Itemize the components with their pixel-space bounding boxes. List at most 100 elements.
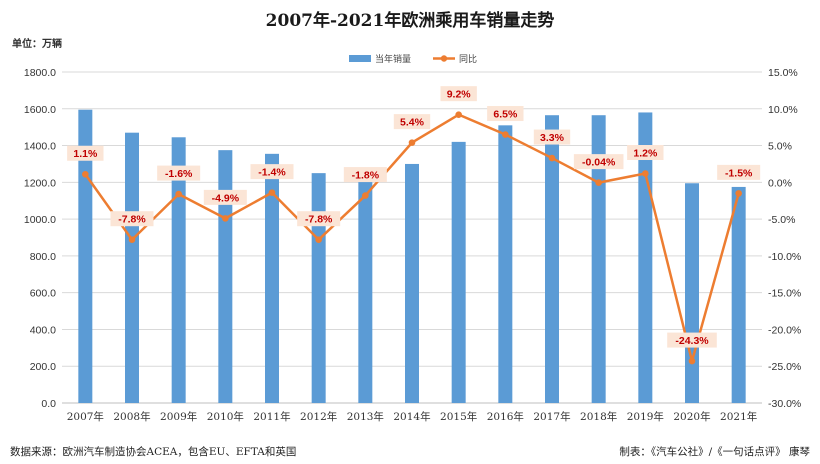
legend-label-yoy: 同比 — [459, 53, 477, 65]
line-point — [455, 111, 462, 118]
x-tick-label: 2008年 — [113, 410, 150, 423]
data-label: -1.6% — [165, 168, 193, 180]
data-label-box — [573, 154, 624, 170]
data-label: -7.8% — [118, 214, 146, 226]
data-label-box — [627, 145, 664, 161]
data-label-box — [667, 332, 717, 348]
data-label: 5.4% — [400, 117, 425, 129]
bar — [498, 125, 513, 404]
x-tick-label: 2017年 — [533, 410, 570, 423]
x-tick-label: 2019年 — [627, 410, 664, 423]
data-label-box — [717, 164, 761, 180]
data-label-box — [487, 106, 524, 122]
right-tick-label: -30.0% — [768, 398, 801, 410]
line-point — [82, 170, 89, 178]
data-label: -1.4% — [258, 167, 286, 179]
data-label: 1.2% — [633, 148, 658, 160]
bar — [265, 153, 279, 403]
data-label-box — [67, 145, 104, 161]
bar — [218, 150, 233, 403]
data-label-box — [393, 114, 431, 130]
left-tick-label: 0.0 — [41, 398, 56, 410]
legend-label-sales: 当年销量 — [375, 53, 411, 65]
line-point — [128, 236, 136, 244]
right-tick-label: 15.0% — [768, 67, 798, 79]
bar — [405, 163, 419, 403]
bar — [311, 173, 326, 403]
data-label: 3.3% — [540, 132, 565, 144]
bar-series — [78, 109, 746, 404]
left-tick-label: 600.0 — [30, 288, 56, 300]
line-point — [362, 192, 369, 199]
x-axis-ticks: 2007年 2008年 2009年 2010年 2011年 2012年 2013年 2014年… — [67, 410, 758, 423]
left-tick-label: 400.0 — [30, 324, 56, 336]
right-axis-ticks: -30.0% -25.0% -20.0% -15.0% -10.0% -5.0% 0.0% 5… — [768, 67, 801, 410]
bar — [591, 115, 606, 403]
data-label: 6.5% — [493, 109, 518, 121]
x-tick-label: 2014年 — [393, 410, 430, 423]
right-tick-label: -15.0% — [768, 288, 801, 300]
line-point — [735, 190, 742, 197]
legend: 当年销量 同比 — [349, 53, 477, 65]
x-tick-label: 2015年 — [440, 410, 477, 423]
right-tick-label: 5.0% — [768, 141, 792, 153]
data-labels: 1.1% -7.8% -1.6% -4.9% -1.4% -7.8% -1.8% 5.4% 9.… — [67, 86, 761, 348]
right-tick-label: -5.0% — [768, 214, 795, 226]
bar — [78, 109, 93, 404]
right-tick-label: -20.0% — [768, 324, 801, 336]
x-tick-label: 2013年 — [347, 410, 384, 423]
data-label-box — [157, 165, 201, 181]
left-tick-label: 1800.0 — [24, 67, 56, 79]
data-label-box — [297, 211, 341, 227]
line-point — [548, 154, 556, 162]
chart-title: 2007年-2021年欧洲乘用车销量走势 — [266, 10, 555, 31]
legend-bar-swatch — [349, 55, 371, 62]
left-tick-label: 1200.0 — [24, 177, 56, 189]
data-label: -1.5% — [725, 167, 753, 179]
bar — [545, 115, 559, 403]
x-tick-label: 2011年 — [253, 410, 290, 423]
data-label-box — [343, 167, 387, 183]
footer-source: 数据来源：欧洲汽车制造协会ACEA，包含EU、EFTA和英国 — [10, 445, 296, 458]
data-label: -24.3% — [675, 335, 709, 347]
bar — [125, 132, 139, 403]
line-point — [642, 170, 649, 177]
left-tick-label: 1600.0 — [24, 104, 56, 116]
data-label-box — [440, 86, 477, 102]
bar — [685, 183, 699, 403]
x-tick-label: 2018年 — [580, 410, 617, 423]
left-tick-label: 200.0 — [30, 361, 56, 373]
line-point — [595, 179, 602, 186]
data-label: -1.8% — [352, 170, 380, 182]
x-tick-label: 2007年 — [67, 410, 104, 423]
left-axis-ticks: 0.0 200.0 400.0 600.0 800.0 1000.0 1200.0 1400.… — [24, 67, 56, 410]
legend-line-marker — [440, 55, 448, 62]
x-tick-label: 2016年 — [487, 410, 524, 423]
bar — [731, 186, 746, 403]
data-label-box — [533, 129, 571, 145]
bar — [171, 137, 186, 403]
data-label: -4.9% — [212, 192, 240, 204]
left-tick-label: 800.0 — [30, 251, 56, 263]
unit-label: 单位：万辆 — [12, 37, 62, 50]
footer-credit: 制表：《汽车公社》/《一句话点评》 康琴 — [619, 445, 810, 458]
right-tick-label: -10.0% — [768, 251, 801, 263]
left-tick-label: 1400.0 — [24, 141, 56, 153]
line-point — [175, 190, 182, 198]
line-point — [408, 139, 416, 146]
right-tick-label: 0.0% — [768, 177, 792, 189]
line-point — [268, 189, 276, 196]
line-point — [315, 236, 322, 244]
line-point — [502, 131, 509, 138]
bar — [358, 176, 373, 403]
x-tick-label: 2021年 — [720, 410, 757, 423]
data-label: 9.2% — [447, 89, 472, 101]
line-point — [688, 357, 696, 365]
data-label: 1.1% — [73, 148, 98, 160]
right-tick-label: -25.0% — [768, 361, 801, 373]
left-tick-label: 1000.0 — [24, 214, 56, 226]
data-label: -0.04% — [582, 157, 616, 169]
x-tick-label: 2010年 — [207, 410, 244, 423]
data-label-box — [203, 189, 247, 205]
